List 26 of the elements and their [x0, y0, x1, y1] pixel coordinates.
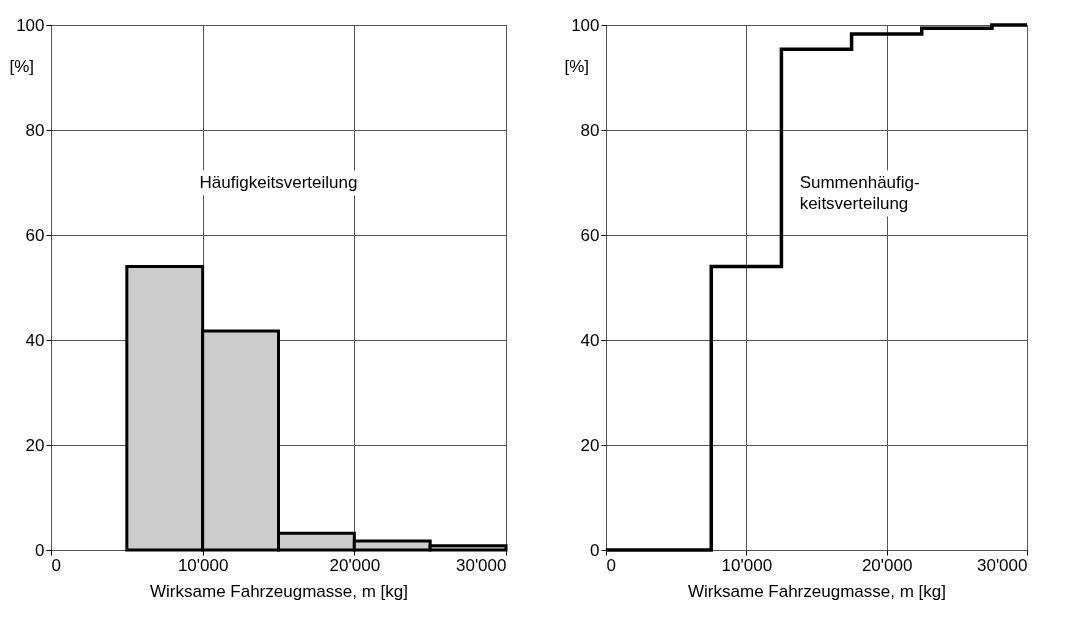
y-tick-label: 80: [25, 120, 45, 140]
y-tick-label: 60: [25, 225, 45, 245]
y-axis-title: [%]: [9, 56, 35, 76]
y-tick-label: 40: [580, 330, 600, 350]
x-axis-title: Wirksame Fahrzeugmasse, m [kg]: [688, 581, 946, 601]
x-tick-label: 0: [606, 555, 616, 575]
y-tick-label: 0: [590, 540, 600, 560]
y-tick-label: 80: [580, 120, 600, 140]
y-axis-title: [%]: [564, 56, 590, 76]
y-tick-label: 100: [571, 15, 600, 35]
x-tick-label: 30'000: [455, 555, 507, 575]
y-tick-label: 40: [25, 330, 45, 350]
y-tick-label: 100: [16, 15, 45, 35]
y-tick-label: 20: [580, 435, 600, 455]
x-tick-label: 30'000: [976, 555, 1028, 575]
annotation: Häufigkeitsverteilung: [199, 172, 358, 192]
x-axis-title: Wirksame Fahrzeugmasse, m [kg]: [150, 581, 408, 601]
x-tick-label: 20'000: [861, 555, 913, 575]
y-tick-label: 20: [25, 435, 45, 455]
x-tick-label: 0: [51, 555, 61, 575]
y-tick-label: 0: [35, 540, 45, 560]
x-tick-label: 10'000: [177, 555, 229, 575]
x-tick-label: 10'000: [721, 555, 773, 575]
y-tick-label: 60: [580, 225, 600, 245]
annotation: Summenhäufig- keitsverteilung: [799, 172, 920, 213]
x-tick-label: 20'000: [329, 555, 381, 575]
